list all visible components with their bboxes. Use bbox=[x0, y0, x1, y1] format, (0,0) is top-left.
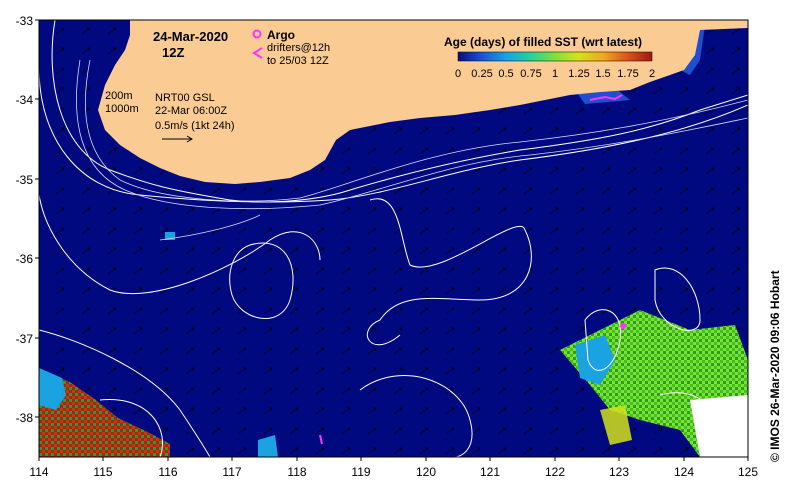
legend-tick-label: 0.5 bbox=[498, 68, 513, 80]
plot-frame bbox=[38, 19, 749, 458]
x-tick-label: 116 bbox=[158, 465, 177, 479]
x-tick-label: 115 bbox=[93, 465, 112, 479]
legend-tick-label: 1.75 bbox=[617, 68, 638, 80]
x-tick-label: 119 bbox=[351, 465, 370, 479]
y-tick-label: -33 bbox=[16, 14, 34, 28]
legend-colorbar bbox=[457, 51, 653, 62]
x-tick-label: 122 bbox=[545, 465, 565, 479]
isobath-200-label: 200m bbox=[105, 90, 133, 102]
drifters-label-line2: to 25/03 12Z bbox=[267, 55, 329, 67]
x-tick-label: 124 bbox=[674, 465, 694, 479]
isobath-1000-label: 1000m bbox=[105, 103, 139, 115]
drifter-tracks bbox=[319, 94, 623, 445]
product-time: 22-Mar 06:00Z bbox=[155, 105, 227, 117]
y-tick-label: -35 bbox=[16, 173, 34, 187]
legend-tick-label: 0 bbox=[455, 68, 461, 80]
x-axis: 114 115 116 117 118 119 120 121 122 123 … bbox=[29, 457, 758, 479]
x-tick-label: 114 bbox=[29, 465, 48, 479]
y-tick-label: -38 bbox=[16, 411, 34, 425]
legend-tick-label: 1 bbox=[552, 68, 558, 80]
current-scale-arrow bbox=[162, 135, 193, 143]
drifter-key-icon bbox=[252, 47, 263, 59]
drifters-label-line1: drifters@12h bbox=[267, 42, 330, 54]
legend-title: Age (days) of filled SST (wrt latest) bbox=[444, 35, 642, 49]
x-tick-label: 117 bbox=[222, 465, 241, 479]
x-tick-label: 121 bbox=[480, 465, 500, 479]
product-name: NRT00 GSL bbox=[155, 92, 215, 104]
x-tick-label: 120 bbox=[416, 465, 436, 479]
legend-tick-label: 1.5 bbox=[595, 68, 610, 80]
x-tick-label: 118 bbox=[287, 465, 306, 479]
x-tick-label: 123 bbox=[609, 465, 629, 479]
legend-tick-label: 1.25 bbox=[568, 68, 589, 80]
y-axis: -33 -34 -35 -36 -37 -38 bbox=[16, 14, 39, 425]
legend-ticks: 0 0.25 0.5 0.75 1 1.25 1.5 1.75 2 bbox=[455, 68, 655, 80]
map-date: 24-Mar-2020 bbox=[153, 29, 228, 44]
current-scale-label: 0.5m/s (1kt 24h) bbox=[155, 120, 234, 132]
sst-age-patches bbox=[39, 25, 748, 457]
y-tick-label: -37 bbox=[16, 332, 34, 346]
legend-tick-label: 0.25 bbox=[471, 68, 492, 80]
argo-key-icon bbox=[252, 29, 262, 39]
legend-tick-label: 0.75 bbox=[520, 68, 541, 80]
argo-label: Argo bbox=[267, 28, 295, 42]
legend-tick-label: 2 bbox=[649, 68, 655, 80]
argo-float bbox=[620, 323, 626, 329]
x-tick-label: 125 bbox=[738, 465, 758, 479]
credit-text: © IMOS 26-Mar-2020 09:06 Hobart bbox=[768, 270, 782, 462]
y-tick-label: -34 bbox=[16, 93, 34, 107]
map-time: 12Z bbox=[162, 45, 184, 60]
y-tick-label: -36 bbox=[16, 252, 34, 266]
isobath-lines bbox=[76, 59, 748, 241]
